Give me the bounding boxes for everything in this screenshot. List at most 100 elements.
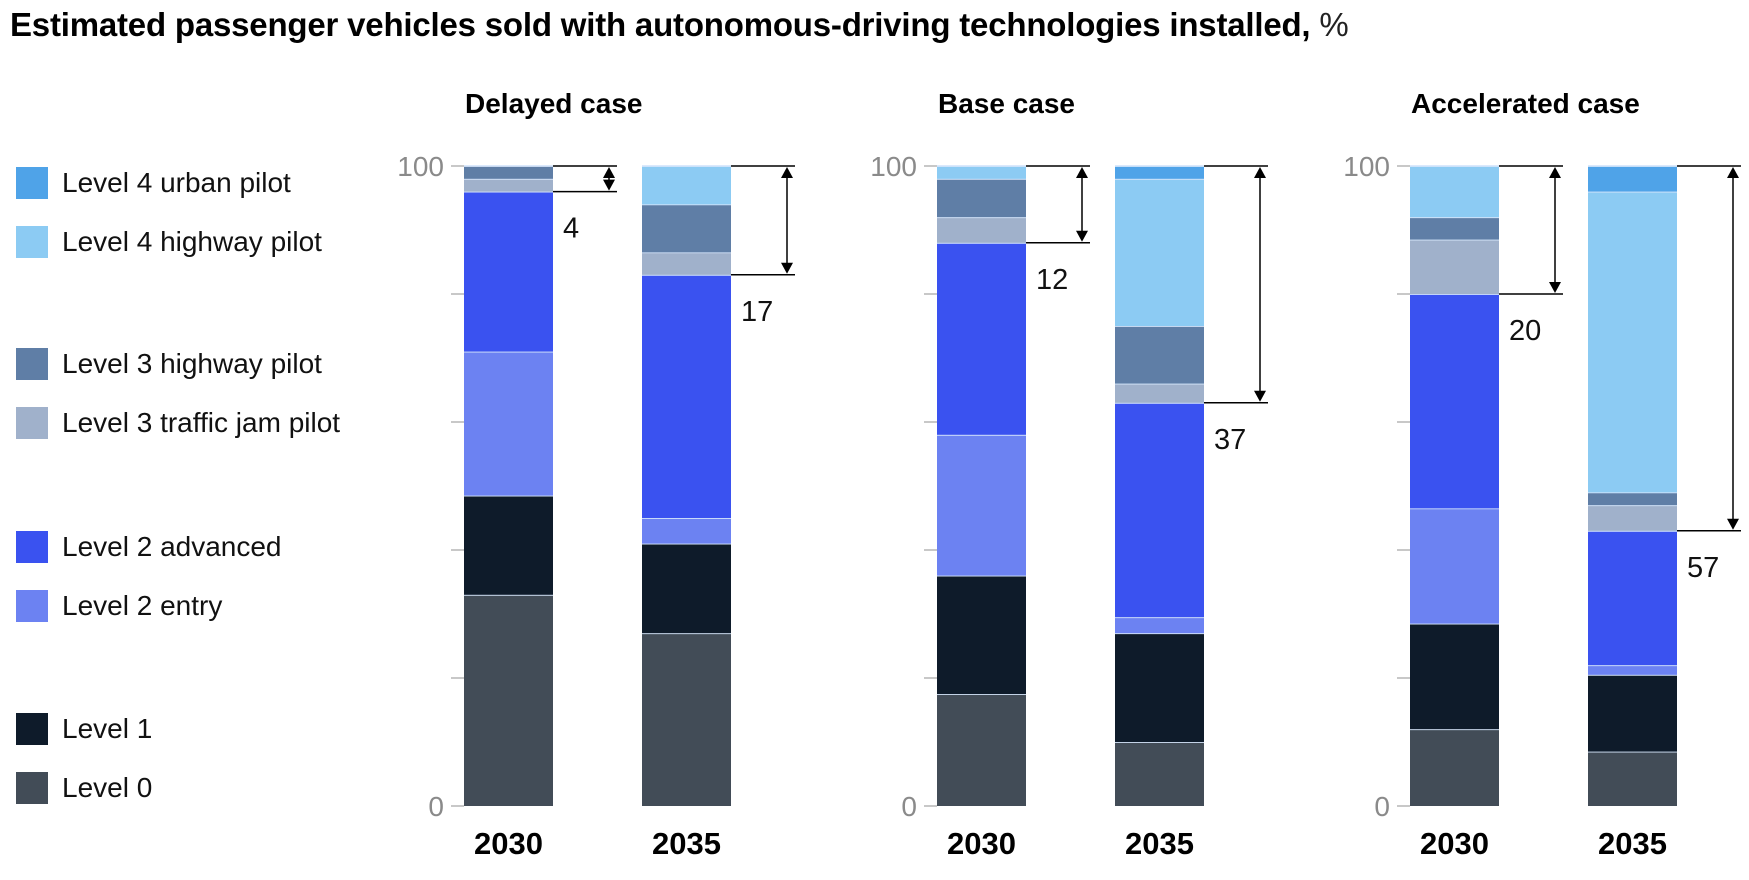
legend-swatch xyxy=(16,348,48,380)
bar-segment-level-2-entry xyxy=(464,351,553,496)
arrow-up-icon xyxy=(1254,167,1266,178)
bar-segment-level-2-advanced xyxy=(1588,530,1677,666)
bar-segment-level-1 xyxy=(1115,633,1204,742)
y-tick-label: 0 xyxy=(1374,791,1390,822)
legend-swatch xyxy=(16,407,48,439)
legend-swatch xyxy=(16,531,48,563)
bar-segment-level-1 xyxy=(937,575,1026,694)
bar-segment-level-2-entry xyxy=(642,518,731,544)
bar-segment-level-1 xyxy=(642,543,731,634)
panel-title: Base case xyxy=(938,88,1075,119)
bar-segment-level-3-highway-pilot xyxy=(937,178,1026,218)
bar-segment-level-3-highway-pilot xyxy=(464,166,553,179)
level3plus-total-label: 37 xyxy=(1214,424,1246,456)
bar-segment-level-0 xyxy=(937,694,1026,806)
x-tick-label-year: 2030 xyxy=(947,826,1016,861)
bar-segment-level-1 xyxy=(1410,623,1499,730)
bar-segment-level-3-traffic-jam-pilot xyxy=(1410,239,1499,294)
legend-label: Level 3 highway pilot xyxy=(62,348,322,379)
panel-title: Accelerated case xyxy=(1411,88,1640,119)
y-tick-label: 100 xyxy=(397,151,444,182)
bar-segment-level-2-advanced xyxy=(642,274,731,518)
y-tick-label: 100 xyxy=(1343,151,1390,182)
arrow-down-icon xyxy=(603,179,615,191)
level3plus-total-label: 57 xyxy=(1687,552,1719,584)
x-tick-label-year: 2030 xyxy=(474,826,543,861)
legend-item-level3-traffic-jam: Level 3 traffic jam pilot xyxy=(16,406,340,440)
bar-segment-level-3-highway-pilot xyxy=(1410,217,1499,240)
legend-label: Level 4 highway pilot xyxy=(62,226,322,257)
level3plus-total-label: 4 xyxy=(563,213,579,245)
legend-item-level2-advanced: Level 2 advanced xyxy=(16,530,282,564)
legend-swatch xyxy=(16,226,48,258)
panel-title: Delayed case xyxy=(465,88,642,119)
x-tick-label-year: 2035 xyxy=(652,826,721,861)
bar-segment-level-2-advanced xyxy=(1115,402,1204,618)
bar-segment-level-0 xyxy=(1410,729,1499,806)
chart-title-unit: % xyxy=(1319,6,1349,43)
bar-segment-level-0 xyxy=(1115,742,1204,806)
legend-swatch xyxy=(16,772,48,804)
legend-label: Level 3 traffic jam pilot xyxy=(62,407,341,438)
bar-segment-level-0 xyxy=(1588,751,1677,806)
bar-segment-level-4-urban-pilot xyxy=(1588,166,1677,192)
arrow-up-icon xyxy=(1076,167,1088,178)
legend-label: Level 1 xyxy=(62,713,153,744)
bar-segment-level-4-urban-pilot xyxy=(1115,166,1204,179)
bar-segment-level-3-traffic-jam-pilot xyxy=(937,217,1026,243)
bar-segment-level-3-traffic-jam-pilot xyxy=(1115,383,1204,403)
bar-segment-level-4-highway-pilot xyxy=(1588,191,1677,493)
legend-swatch xyxy=(16,713,48,745)
bar-segment-level-0 xyxy=(642,633,731,806)
legend-label: Level 4 urban pilot xyxy=(62,167,291,198)
arrow-down-icon xyxy=(781,262,793,274)
bar-segment-level-4-highway-pilot xyxy=(642,166,731,205)
legend-item-level4-urban: Level 4 urban pilot xyxy=(16,166,291,200)
bar-segment-level-2-entry xyxy=(1115,617,1204,634)
arrow-up-icon xyxy=(781,167,793,178)
legend-item-level2-entry: Level 2 entry xyxy=(16,589,222,623)
level3plus-total-label: 12 xyxy=(1036,264,1068,296)
bar-segment-level-2-advanced xyxy=(464,191,553,352)
bar-segment-level-2-entry xyxy=(1410,508,1499,624)
arrow-down-icon xyxy=(1727,518,1739,530)
bar-segment-level-1 xyxy=(1588,674,1677,752)
bar-segment-level-1 xyxy=(464,495,553,595)
legend-label: Level 0 xyxy=(62,772,153,803)
x-tick-label-year: 2035 xyxy=(1598,826,1667,861)
arrow-down-icon xyxy=(1549,282,1561,293)
y-tick-label: 100 xyxy=(870,151,917,182)
bar-segment-level-3-highway-pilot xyxy=(1115,326,1204,384)
arrow-down-icon xyxy=(1076,230,1088,242)
bar-segment-level-2-advanced xyxy=(1410,294,1499,509)
x-tick-label-year: 2030 xyxy=(1420,826,1489,861)
arrow-up-icon xyxy=(603,167,615,178)
bar-segment-level-3-traffic-jam-pilot xyxy=(642,252,731,275)
y-tick-label: 0 xyxy=(901,791,917,822)
legend-swatch xyxy=(16,167,48,199)
legend-item-level0: Level 0 xyxy=(16,771,152,805)
legend-item-level3-highway: Level 3 highway pilot xyxy=(16,347,322,381)
legend-label: Level 2 entry xyxy=(62,590,223,621)
bar-segment-level-2-advanced xyxy=(937,242,1026,435)
bar-segment-level-2-entry xyxy=(1588,665,1677,675)
bar-segment-level-0 xyxy=(464,594,553,806)
bar-segment-level-3-traffic-jam-pilot xyxy=(1588,505,1677,531)
legend-item-level1: Level 1 xyxy=(16,712,152,746)
bar-segment-level-2-entry xyxy=(937,434,1026,576)
level3plus-total-label: 20 xyxy=(1509,315,1541,347)
x-tick-label-year: 2035 xyxy=(1125,826,1194,861)
legend-swatch xyxy=(16,590,48,622)
arrow-up-icon xyxy=(1727,167,1739,178)
bar-segment-level-4-highway-pilot xyxy=(1115,178,1204,326)
legend-item-level4-highway: Level 4 highway pilot xyxy=(16,225,322,259)
bar-segment-level-3-traffic-jam-pilot xyxy=(464,178,553,192)
bar-segment-level-3-highway-pilot xyxy=(1588,492,1677,506)
arrow-up-icon xyxy=(1549,167,1561,178)
bar-segment-level-4-highway-pilot xyxy=(937,166,1026,179)
arrow-down-icon xyxy=(1254,390,1266,402)
chart-title: Estimated passenger vehicles sold with a… xyxy=(10,6,1349,44)
legend-label: Level 2 advanced xyxy=(62,531,282,562)
y-tick-label: 0 xyxy=(428,791,444,822)
